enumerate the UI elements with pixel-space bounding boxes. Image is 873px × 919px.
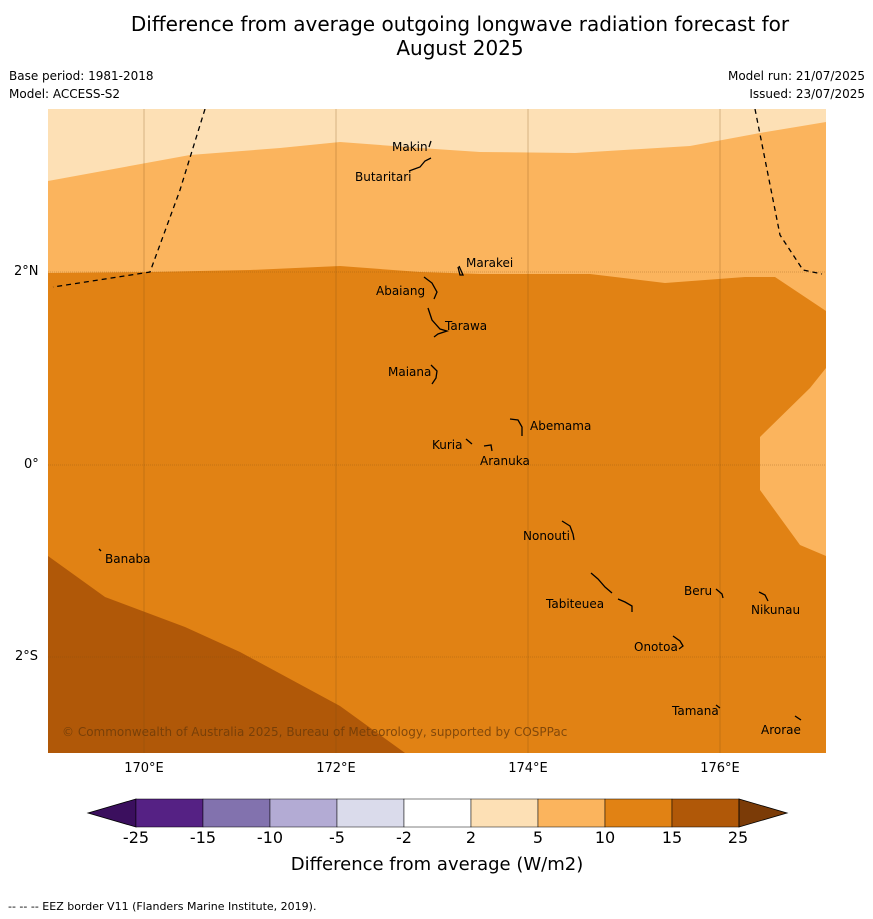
island-makin	[428, 140, 432, 148]
place-label: Tabiteuea	[545, 597, 604, 611]
lon-label: 174°E	[508, 761, 548, 776]
place-label: Nikunau	[751, 603, 800, 617]
colorbar-tick: 15	[661, 828, 683, 847]
island-marakei	[457, 265, 465, 276]
place-label: Tarawa	[444, 319, 487, 333]
copyright-text: © Commonwealth of Australia 2025, Bureau…	[62, 725, 567, 739]
colorbar-min-extend	[86, 798, 137, 828]
base-period: Base period: 1981-2018	[9, 69, 154, 83]
island-abaiang	[423, 276, 438, 300]
model-name: Model: ACCESS-S2	[9, 87, 121, 101]
colorbar-tick: 5	[532, 828, 544, 847]
colorbar-segment	[269, 798, 338, 828]
meta-right: Model run: 21/07/2025 Issued: 23/07/2025	[728, 67, 865, 103]
colorbar-tick: -5	[329, 828, 345, 847]
colorbar-segment	[202, 798, 271, 828]
island-outlines	[98, 140, 802, 721]
colorbar-tick: -10	[256, 828, 284, 847]
title-line-1: Difference from average outgoing longwav…	[130, 12, 790, 36]
lat-label: 2°N	[14, 264, 39, 279]
island-arorae	[794, 715, 802, 721]
place-label: Beru	[684, 584, 712, 598]
colorbar-tick: 25	[727, 828, 749, 847]
eez-legend-note: -- -- -- EEZ border V11 (Flanders Marine…	[8, 900, 317, 913]
island-nikunau	[758, 591, 769, 602]
place-label: Marakei	[466, 256, 513, 270]
island-beru	[715, 588, 724, 599]
island-butaritari	[408, 157, 432, 172]
lat-label: 0°	[24, 457, 39, 472]
place-label: Aranuka	[480, 454, 530, 468]
colorbar-tick: -15	[189, 828, 217, 847]
colorbar-tick: 10	[594, 828, 616, 847]
colorbar-segment	[135, 798, 204, 828]
model-run: Model run: 21/07/2025	[727, 69, 865, 83]
colorbar-label: Difference from average (W/m2)	[290, 854, 584, 875]
island-abemama	[509, 418, 523, 436]
island-nonouti	[561, 520, 575, 541]
place-label: Arorae	[761, 723, 801, 737]
colorbar-segment	[604, 798, 673, 828]
lon-label: 170°E	[124, 761, 164, 776]
island-tamana	[715, 704, 721, 709]
place-label: Kuria	[432, 438, 463, 452]
colorbar-segment	[336, 798, 405, 828]
band-5-10-east	[760, 368, 826, 556]
island-kuria	[465, 438, 473, 445]
eez-border	[52, 109, 823, 288]
island-aranuka	[483, 444, 493, 452]
place-label: Butaritari	[355, 170, 412, 184]
colorbar-tick: -2	[396, 828, 412, 847]
colorbar-segment	[470, 798, 539, 828]
band-15-25-southwest	[48, 556, 405, 753]
lon-label: 172°E	[316, 761, 356, 776]
meta-left: Base period: 1981-2018 Model: ACCESS-S2	[9, 67, 154, 103]
colorbar-tick: 2	[465, 828, 477, 847]
island-onotoa	[672, 635, 684, 650]
colorbar-max-extend	[738, 798, 789, 828]
island-banaba	[98, 548, 102, 552]
title-line-2: August 2025	[396, 36, 524, 60]
band-10-15	[48, 109, 826, 753]
place-label: Tamana	[671, 704, 719, 718]
colorbar-segment	[537, 798, 606, 828]
island-tabiteuea	[590, 572, 633, 612]
place-label: Abaiang	[376, 284, 425, 298]
band-2-5-north	[48, 109, 826, 181]
colorbar-segment	[403, 798, 472, 828]
island-tarawa	[427, 307, 450, 338]
colorbar-tick: -25	[122, 828, 150, 847]
issued-date: Issued: 23/07/2025	[749, 87, 865, 101]
place-label: Makin	[392, 140, 428, 154]
place-label: Abemama	[530, 419, 591, 433]
gridlines	[48, 109, 826, 753]
band-5-10-north	[48, 109, 826, 311]
lat-label: 2°S	[15, 649, 39, 664]
map-title: Difference from average outgoing longwav…	[0, 12, 873, 60]
place-label: Onotoa	[634, 640, 678, 654]
lon-label: 176°E	[700, 761, 740, 776]
place-label: Nonouti	[523, 529, 570, 543]
place-label: Maiana	[388, 365, 431, 379]
place-label: Banaba	[105, 552, 151, 566]
colorbar-segment	[671, 798, 740, 828]
island-maiana	[430, 364, 438, 385]
